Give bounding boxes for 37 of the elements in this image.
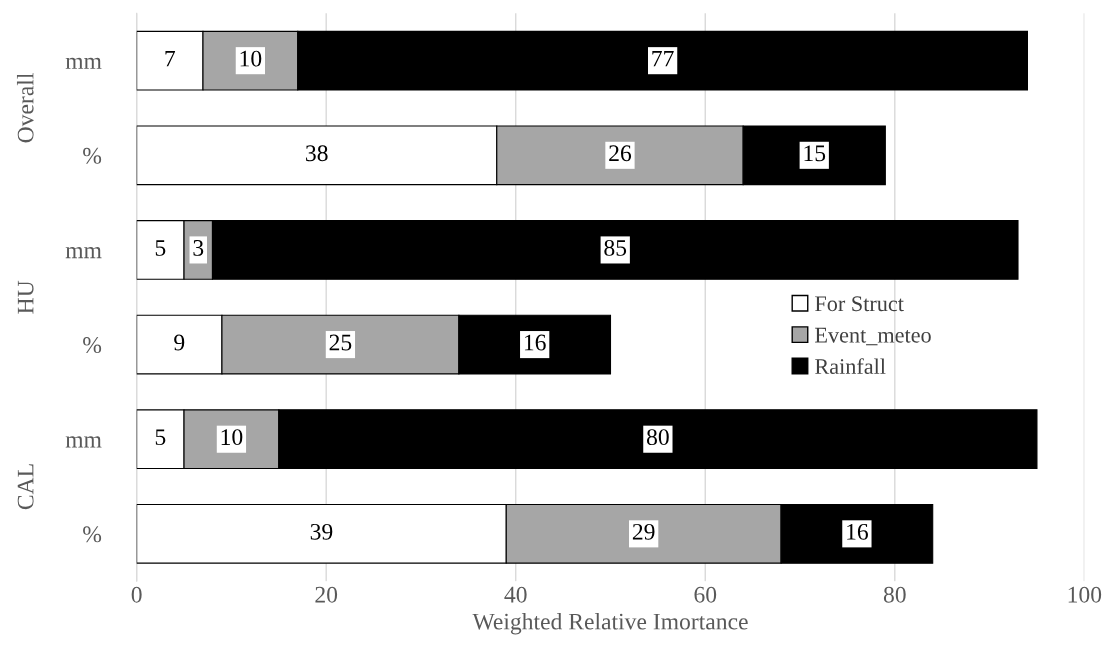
data-label: 10 bbox=[240, 50, 262, 67]
data-label: 15 bbox=[804, 145, 826, 162]
y-tick-label: % bbox=[83, 147, 102, 164]
legend-label: Event_meteo bbox=[815, 327, 931, 346]
data-label: 29 bbox=[632, 523, 655, 540]
data-label: 16 bbox=[524, 334, 546, 351]
data-label: 5 bbox=[155, 429, 166, 446]
y-tick-label: % bbox=[83, 337, 102, 354]
text: CAL bbox=[17, 464, 34, 510]
data-label: 10 bbox=[221, 429, 243, 446]
y-tick-label: mm bbox=[65, 247, 102, 259]
x-axis-title: Weighted Relative Imortance bbox=[472, 612, 748, 635]
data-label: 9 bbox=[174, 334, 185, 351]
data-label: 5 bbox=[155, 240, 166, 256]
y-tick-label: mm bbox=[65, 436, 102, 448]
data-label: 26 bbox=[609, 145, 632, 162]
x-tick-label: 20 bbox=[315, 586, 338, 603]
data-label: 85 bbox=[604, 239, 627, 256]
data-label: 16 bbox=[847, 523, 868, 540]
legend-label: For Struct bbox=[815, 296, 904, 312]
x-tick-label: 60 bbox=[694, 586, 717, 603]
data-label: 80 bbox=[646, 429, 669, 446]
data-label: 38 bbox=[306, 145, 328, 162]
data-label: 77 bbox=[652, 50, 674, 67]
data-label: 3 bbox=[193, 239, 204, 256]
x-tick-label: 100 bbox=[1068, 586, 1102, 603]
y-tick-label: mm bbox=[65, 57, 102, 69]
text: HU bbox=[17, 280, 34, 314]
data-label: 39 bbox=[310, 523, 333, 540]
text: Overall bbox=[16, 73, 34, 143]
x-tick-label: 80 bbox=[883, 586, 906, 603]
data-label: 25 bbox=[329, 334, 352, 351]
x-tick-label: 0 bbox=[131, 586, 142, 603]
data-label: 7 bbox=[165, 50, 176, 67]
legend-label: Rainfall bbox=[815, 358, 886, 375]
x-tick-label: 40 bbox=[504, 586, 527, 603]
y-tick-label: % bbox=[83, 526, 102, 543]
